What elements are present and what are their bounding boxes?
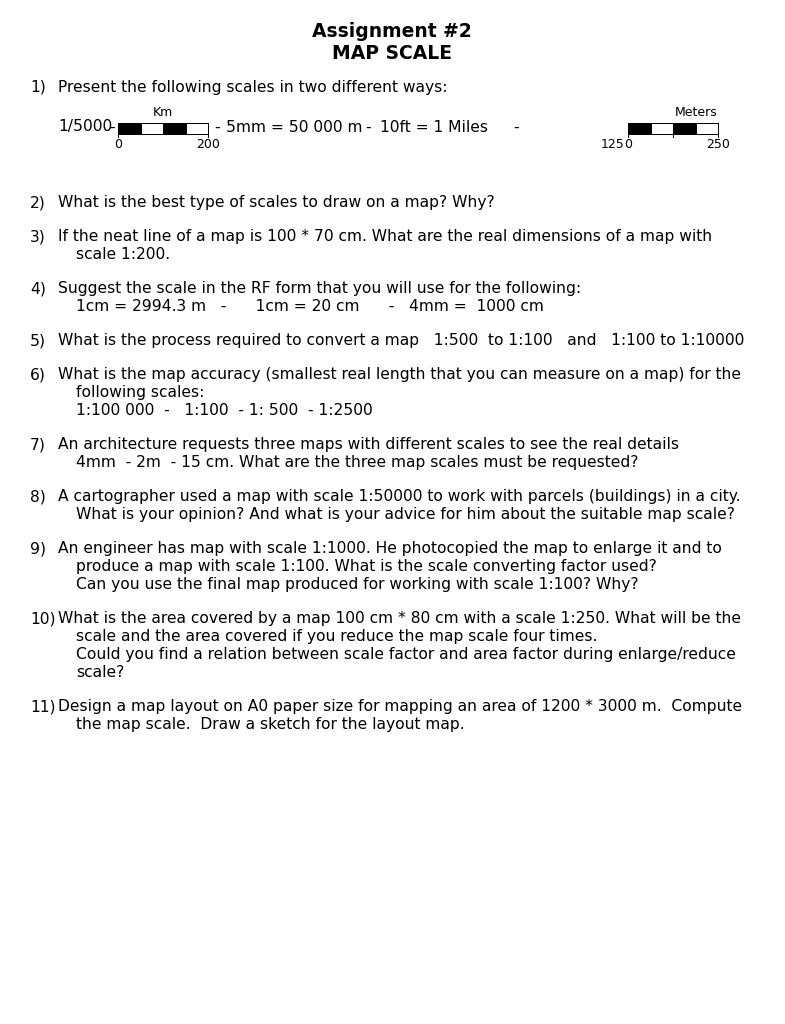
Text: 2): 2) bbox=[30, 195, 46, 210]
Text: What is the process required to convert a map   1:500  to 1:100   and   1:100 to: What is the process required to convert … bbox=[58, 333, 744, 348]
Text: 10): 10) bbox=[30, 611, 56, 626]
Text: 1:100 000  -   1:100  - 1: 500  - 1:2500: 1:100 000 - 1:100 - 1: 500 - 1:2500 bbox=[76, 403, 373, 418]
Text: 10ft = 1 Miles: 10ft = 1 Miles bbox=[380, 120, 488, 134]
Text: 3): 3) bbox=[30, 229, 46, 244]
Text: following scales:: following scales: bbox=[76, 385, 204, 400]
Text: -: - bbox=[109, 120, 115, 134]
Text: 200: 200 bbox=[196, 137, 220, 151]
Text: 1cm = 2994.3 m   -      1cm = 20 cm      -   4mm =  1000 cm: 1cm = 2994.3 m - 1cm = 20 cm - 4mm = 100… bbox=[76, 299, 544, 314]
Text: Suggest the scale in the RF form that you will use for the following:: Suggest the scale in the RF form that yo… bbox=[58, 281, 581, 296]
Text: A cartographer used a map with scale 1:50000 to work with parcels (buildings) in: A cartographer used a map with scale 1:5… bbox=[58, 489, 740, 504]
Text: 0: 0 bbox=[114, 137, 122, 151]
Text: Meters: Meters bbox=[675, 105, 718, 119]
Text: 9): 9) bbox=[30, 541, 46, 556]
Text: 125: 125 bbox=[601, 137, 624, 151]
Text: 1/5000: 1/5000 bbox=[58, 120, 112, 134]
Text: What is the map accuracy (smallest real length that you can measure on a map) fo: What is the map accuracy (smallest real … bbox=[58, 367, 741, 382]
Bar bbox=[628, 123, 651, 133]
Text: -: - bbox=[365, 120, 371, 134]
Text: 11): 11) bbox=[30, 699, 56, 714]
Text: What is the best type of scales to draw on a map? Why?: What is the best type of scales to draw … bbox=[58, 195, 495, 210]
Bar bbox=[628, 123, 718, 133]
Text: -: - bbox=[214, 120, 220, 134]
Text: An architecture requests three maps with different scales to see the real detail: An architecture requests three maps with… bbox=[58, 437, 679, 452]
Text: 4): 4) bbox=[30, 281, 46, 296]
Text: 5): 5) bbox=[30, 333, 46, 348]
Text: Design a map layout on A0 paper size for mapping an area of 1200 * 3000 m.  Comp: Design a map layout on A0 paper size for… bbox=[58, 699, 742, 714]
Text: scale?: scale? bbox=[76, 665, 124, 680]
Text: Km: Km bbox=[153, 105, 173, 119]
Text: 4mm  - 2m  - 15 cm. What are the three map scales must be requested?: 4mm - 2m - 15 cm. What are the three map… bbox=[76, 455, 638, 470]
Text: If the neat line of a map is 100 * 70 cm. What are the real dimensions of a map : If the neat line of a map is 100 * 70 cm… bbox=[58, 229, 712, 244]
Text: 6): 6) bbox=[30, 367, 46, 382]
Text: What is your opinion? And what is your advice for him about the suitable map sca: What is your opinion? And what is your a… bbox=[76, 507, 735, 522]
Bar bbox=[118, 123, 208, 133]
Bar bbox=[696, 123, 718, 133]
Text: -: - bbox=[513, 120, 519, 134]
Bar bbox=[163, 123, 185, 133]
Text: 0: 0 bbox=[624, 137, 632, 151]
Text: the map scale.  Draw a sketch for the layout map.: the map scale. Draw a sketch for the lay… bbox=[76, 717, 465, 732]
Text: Assignment #2: Assignment #2 bbox=[312, 22, 472, 41]
Text: MAP SCALE: MAP SCALE bbox=[332, 44, 452, 63]
Text: 8): 8) bbox=[30, 489, 46, 504]
Text: Present the following scales in two different ways:: Present the following scales in two diff… bbox=[58, 80, 447, 95]
Text: Can you use the final map produced for working with scale 1:100? Why?: Can you use the final map produced for w… bbox=[76, 577, 639, 592]
Bar bbox=[118, 123, 141, 133]
Bar bbox=[141, 123, 163, 133]
Text: scale 1:200.: scale 1:200. bbox=[76, 247, 170, 262]
Text: Could you find a relation between scale factor and area factor during enlarge/re: Could you find a relation between scale … bbox=[76, 647, 736, 662]
Text: 7): 7) bbox=[30, 437, 46, 452]
Bar bbox=[185, 123, 208, 133]
Text: 250: 250 bbox=[706, 137, 730, 151]
Text: scale and the area covered if you reduce the map scale four times.: scale and the area covered if you reduce… bbox=[76, 629, 597, 644]
Bar bbox=[673, 123, 696, 133]
Text: An engineer has map with scale 1:1000. He photocopied the map to enlarge it and : An engineer has map with scale 1:1000. H… bbox=[58, 541, 722, 556]
Text: 1): 1) bbox=[30, 80, 46, 95]
Text: What is the area covered by a map 100 cm * 80 cm with a scale 1:250. What will b: What is the area covered by a map 100 cm… bbox=[58, 611, 741, 626]
Bar bbox=[651, 123, 673, 133]
Text: 5mm = 50 000 m: 5mm = 50 000 m bbox=[226, 120, 363, 134]
Text: produce a map with scale 1:100. What is the scale converting factor used?: produce a map with scale 1:100. What is … bbox=[76, 559, 657, 574]
